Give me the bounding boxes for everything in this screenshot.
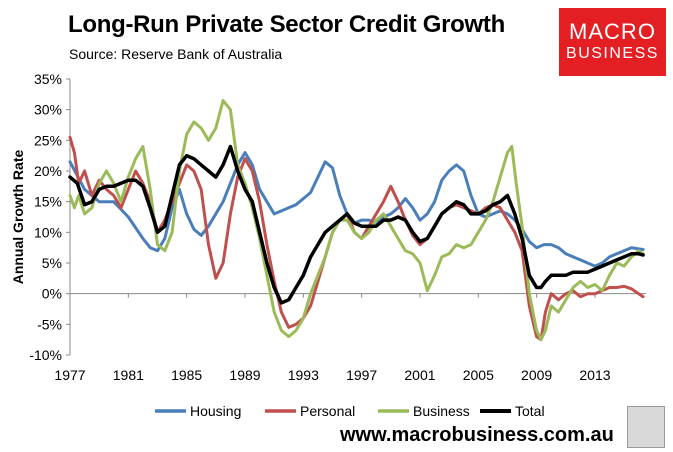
- legend-label-personal: Personal: [300, 403, 355, 419]
- y-axis-title: Annual Growth Rate: [10, 150, 26, 285]
- x-tick-label: 1989: [229, 367, 260, 383]
- logo-line-1: MACRO: [569, 19, 656, 44]
- y-tick-label: -10%: [29, 347, 62, 363]
- wolf-mascot-icon: [627, 406, 665, 448]
- macrobusiness-logo: MACRO BUSINESS: [559, 8, 666, 76]
- footer-url: www.macrobusiness.com.au: [340, 424, 614, 446]
- series-line-total: [68, 144, 645, 305]
- x-tick-label: 1993: [288, 367, 319, 383]
- y-tick-label: 15%: [34, 194, 62, 210]
- x-tick-label: 1981: [113, 367, 144, 383]
- legend-label-total: Total: [515, 403, 545, 419]
- chart-title: Long-Run Private Sector Credit Growth: [68, 11, 505, 38]
- y-tick-label: 20%: [34, 163, 62, 179]
- y-tick-label: 0%: [42, 286, 62, 302]
- y-tick-label: 10%: [34, 224, 62, 240]
- x-tick-label: 2009: [521, 367, 552, 383]
- x-tick-label: 2001: [404, 367, 435, 383]
- legend-label-housing: Housing: [190, 403, 241, 419]
- x-tick-label: 1997: [346, 367, 377, 383]
- x-tick-label: 1977: [54, 367, 85, 383]
- y-tick-label: -5%: [37, 316, 62, 332]
- x-tick-label: 2013: [579, 367, 610, 383]
- y-tick-label: 5%: [42, 255, 62, 271]
- legend-label-business: Business: [413, 403, 470, 419]
- chart-subtitle: Source: Reserve Bank of Australia: [69, 46, 283, 62]
- y-tick-label: 25%: [34, 132, 62, 148]
- series-line-housing: [68, 151, 645, 268]
- x-tick-label: 2005: [463, 367, 494, 383]
- logo-line-2: BUSINESS: [566, 45, 659, 62]
- y-tick-label: 30%: [34, 102, 62, 118]
- y-tick-label: 35%: [34, 71, 62, 87]
- x-tick-label: 1985: [171, 367, 202, 383]
- series-line-business: [68, 99, 645, 342]
